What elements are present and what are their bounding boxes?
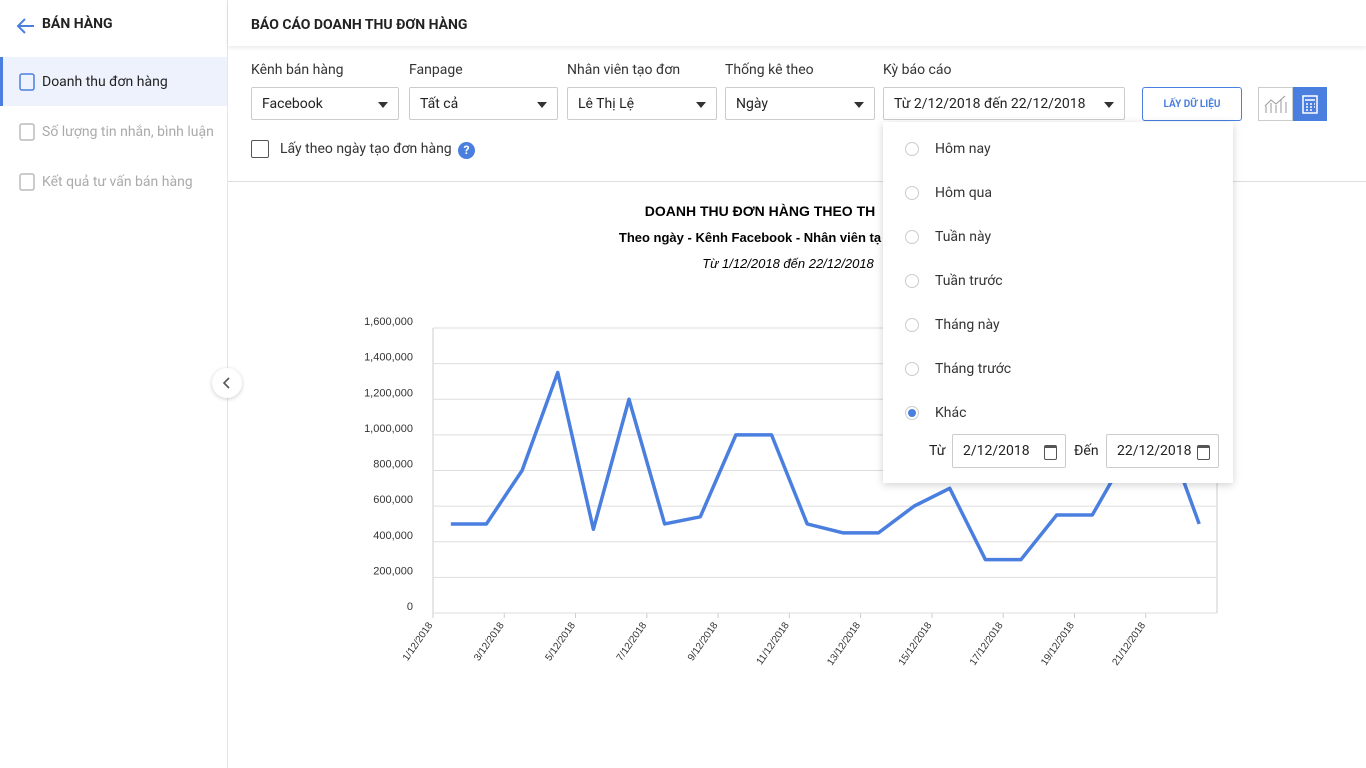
filter-select[interactable]: Tất cả [409, 87, 558, 120]
y-tick-label: 800,000 [373, 459, 413, 471]
period-option-label: Tháng trước [935, 361, 1012, 377]
back-arrow[interactable] [16, 17, 36, 35]
period-option-label: Khác [935, 405, 967, 421]
x-tick-label: 1/12/2018 [401, 620, 436, 663]
radio[interactable] [905, 142, 919, 156]
y-tick-label: 400,000 [373, 530, 413, 542]
x-tick-label: 13/12/2018 [825, 620, 863, 668]
radio[interactable] [905, 230, 919, 244]
radio[interactable] [905, 186, 919, 200]
radio[interactable] [905, 362, 919, 376]
filter-label: Thống kê theo [725, 62, 814, 78]
x-tick-label: 3/12/2018 [472, 620, 507, 663]
period-option[interactable]: Tháng này [905, 317, 1000, 333]
sidebar-item[interactable]: Kết quả tư vấn bán hàng [0, 157, 227, 206]
x-tick-label: 17/12/2018 [968, 620, 1006, 668]
sidebar-item[interactable]: Doanh thu đơn hàng [0, 57, 227, 106]
y-tick-label: 1,000,000 [364, 423, 413, 435]
x-tick-label: 5/12/2018 [543, 620, 578, 663]
period-option-label: Hôm nay [935, 141, 991, 157]
filter-label: Kênh bán hàng [251, 62, 344, 78]
collapse-button[interactable] [212, 368, 242, 398]
x-tick-label: 7/12/2018 [615, 620, 650, 663]
dropdown-caret [854, 102, 864, 108]
dropdown-caret [537, 102, 547, 108]
chart-date-range: Từ 1/12/2018 đến 22/12/2018 [702, 256, 874, 271]
y-tick-label: 600,000 [373, 494, 413, 506]
sidebar: BÁN HÀNG Doanh thu đơn hàng Số lượng tin … [0, 0, 228, 768]
header: BÁO CÁO DOANH THU ĐƠN HÀNG [228, 0, 1366, 46]
y-tick-label: 1,400,000 [364, 352, 413, 364]
to-date[interactable]: 22/12/2018 [1106, 434, 1219, 468]
calendar-icon [1197, 445, 1210, 460]
dropdown-caret [696, 102, 706, 108]
period-option-label: Tháng này [935, 317, 1000, 333]
x-tick-label: 9/12/2018 [686, 620, 721, 663]
sidebar-title: BÁN HÀNG [42, 16, 113, 32]
y-tick-label: 0 [407, 601, 413, 613]
y-tick-label: 1,600,000 [364, 316, 413, 328]
period-option[interactable]: Hôm nay [905, 141, 991, 157]
period-option[interactable]: Hôm qua [905, 185, 992, 201]
sidebar-item[interactable]: Số lượng tin nhắn, bình luận [0, 107, 227, 156]
sidebar-icon [19, 172, 35, 191]
filter-select[interactable]: Ngày [725, 87, 875, 120]
sidebar-icon [19, 72, 35, 91]
x-tick-label: 19/12/2018 [1039, 620, 1077, 668]
table-view-button[interactable] [1293, 87, 1327, 121]
period-option[interactable]: Khác [905, 405, 966, 421]
period-option-label: Hôm qua [935, 185, 993, 201]
period-dropdown: Hôm nay Hôm qua Tuần này Tuần trước Tháng nà… [883, 122, 1233, 483]
checkbox[interactable] [251, 140, 269, 158]
get-data-button[interactable]: LẤY DỮ LIỆU [1142, 87, 1242, 121]
filter-select[interactable]: Từ 2/12/2018 đến 22/12/2018 [883, 87, 1125, 120]
filter-label: Nhân viên tạo đơn [567, 62, 681, 78]
line-view-button[interactable] [1258, 87, 1293, 121]
help-icon[interactable]: ? [458, 142, 475, 159]
checkbox-label: Lấy theo ngày tạo đơn hàng [280, 141, 452, 157]
y-tick-label: 1,200,000 [364, 387, 413, 399]
x-tick-label: 21/12/2018 [1110, 620, 1148, 668]
line-series [450, 370, 1201, 562]
y-tick-label: 200,000 [373, 565, 413, 577]
filter-label: Kỳ báo cáo [883, 62, 952, 78]
to-label: Đến [1074, 443, 1099, 459]
header-title: BÁO CÁO DOANH THU ĐƠN HÀNG [251, 17, 468, 33]
period-option[interactable]: Tuần này [905, 229, 991, 245]
radio[interactable] [905, 406, 919, 420]
chart-title: DOANH THU ĐƠN HÀNG THEO TH [645, 203, 876, 219]
filter-label: Fanpage [409, 62, 463, 78]
sidebar-item-label: Kết quả tư vấn bán hàng [42, 173, 193, 190]
period-option[interactable]: Tháng trước [905, 361, 1011, 377]
radio[interactable] [905, 318, 919, 332]
chart-subtitle: Theo ngày - Kênh Facebook - Nhân viên tạ [619, 230, 882, 245]
filter-select[interactable]: Facebook [251, 87, 399, 120]
dropdown-caret [1104, 102, 1114, 108]
period-option-label: Tuần trước [935, 273, 1003, 289]
sidebar-item-label: Doanh thu đơn hàng [42, 73, 168, 90]
calendar-icon [1044, 445, 1057, 460]
sidebar-icon [19, 122, 35, 141]
divider [228, 181, 1366, 182]
dropdown-caret [378, 102, 388, 108]
filter-select[interactable]: Lê Thị Lệ [567, 87, 717, 120]
period-option[interactable]: Tuần trước [905, 273, 1003, 289]
from-label: Từ [929, 443, 946, 459]
from-date[interactable]: 2/12/2018 [952, 434, 1066, 468]
sidebar-item-label: Số lượng tin nhắn, bình luận [42, 123, 214, 140]
x-tick-label: 15/12/2018 [897, 620, 935, 668]
period-option-label: Tuần này [935, 229, 992, 245]
x-tick-label: 11/12/2018 [755, 620, 793, 667]
radio[interactable] [905, 274, 919, 288]
